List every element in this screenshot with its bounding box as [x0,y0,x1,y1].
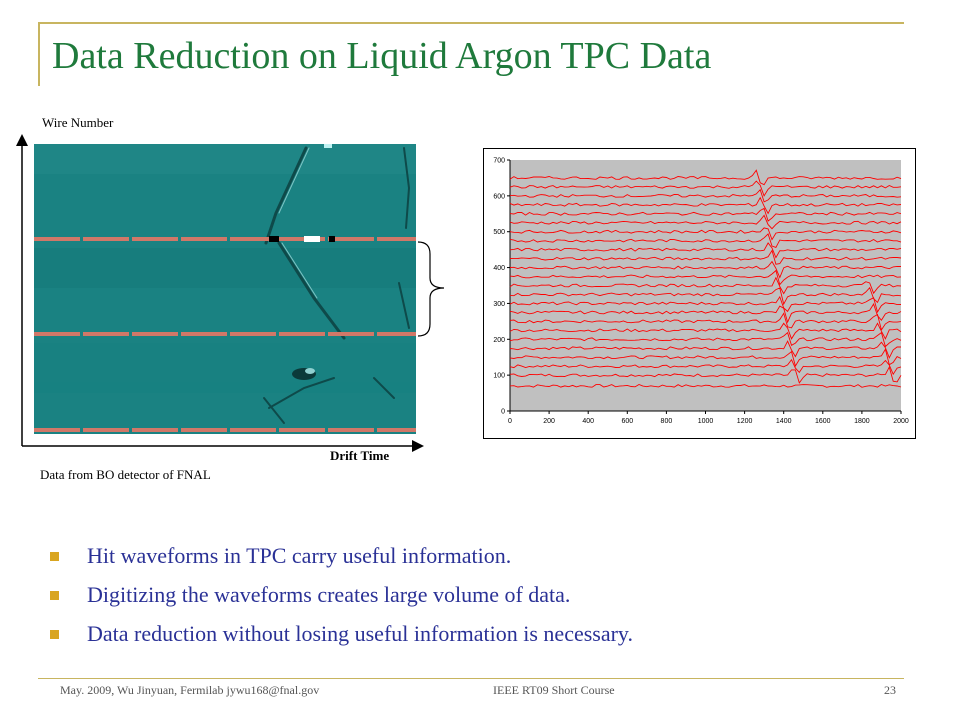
waveform-trace [509,242,902,259]
waveform-plot: 0 100 200 300 400 500 600 700 0 200 400 600 800 1000… [483,148,916,439]
bullet-text: Digitizing the waveforms creates large v… [87,582,571,607]
footer-page-number: 23 [884,683,896,697]
bullet-list: Hit waveforms in TPC carry useful inform… [50,543,633,660]
x-tick-label: 1200 [737,418,753,425]
x-tick-label: 1000 [698,418,714,425]
waveform-trace [509,214,902,230]
bullet-marker [50,630,59,639]
waveform-trace [509,322,902,340]
x-tick-label: 1400 [776,418,792,425]
x-tick-label: 800 [661,418,673,425]
bullet-item: Digitizing the waveforms creates large v… [50,582,633,621]
waveform-trace [509,358,902,376]
event-display-background [34,144,416,434]
waveform-y-ticks: 0 100 200 300 400 500 600 700 [493,158,510,416]
slide-frame-left-rule [38,22,40,86]
x-tick-label: 0 [508,418,512,425]
waveform-plot-area [510,160,901,411]
tpc-event-display [16,134,424,452]
footer-course: IEEE RT09 Short Course [493,683,615,697]
waveform-trace [509,188,902,203]
waveform-trace [509,383,902,388]
bullet-text: Data reduction without losing useful inf… [87,621,634,646]
x-tick-label: 1800 [854,418,870,425]
waveform-trace [509,207,902,222]
waveform-trace [509,340,901,359]
event-display-texture [34,144,416,393]
bullet-item: Data reduction without losing useful inf… [50,621,633,660]
waveform-trace [509,227,902,241]
x-tick-label: 600 [621,418,633,425]
y-tick-label: 100 [493,373,505,380]
waveform-trace [509,169,902,186]
bullet-item: Hit waveforms in TPC carry useful inform… [50,543,633,582]
waveform-trace [509,196,902,215]
waveform-trace [509,295,902,314]
footer-rule [38,678,904,679]
wire-number-axis-label: Wire Number [42,115,114,130]
particle-tracks [263,144,411,424]
y-tick-label: 400 [493,265,505,272]
waveform-trace [509,260,902,279]
footer-author: May. 2009, Wu Jinyuan, Fermilab jywu168@… [60,683,320,697]
y-tick-label: 600 [493,193,505,200]
x-tick-label: 400 [582,418,594,425]
waveform-trace [509,348,902,368]
y-tick-label: 700 [493,158,505,165]
x-tick-label: 2000 [893,418,909,425]
waveform-trace [509,233,902,248]
wire-plane-gaps [34,236,416,432]
y-tick-label: 0 [501,409,505,416]
drift-time-axis-label: Drift Time [330,448,390,463]
waveform-trace [509,312,902,331]
right-brace-connector [417,241,445,337]
x-tick-label: 1600 [815,418,831,425]
waveform-traces [509,169,902,388]
waveform-trace [509,180,902,197]
waveform-trace [509,249,902,265]
y-tick-label: 300 [493,301,505,308]
waveform-trace [509,276,902,295]
bullet-text: Hit waveforms in TPC carry useful inform… [87,543,512,568]
waveform-trace [509,331,902,348]
waveform-trace [509,286,902,306]
waveform-trace [509,303,902,324]
data-source-note: Data from BO detector of FNAL [40,467,211,482]
slide-frame-top-rule [38,22,904,24]
y-tick-label: 200 [493,337,505,344]
bullet-marker [50,591,59,600]
waveform-x-ticks: 0 200 400 600 800 1000 1200 1400 1600 1800 2000 [508,411,909,425]
y-tick-label: 500 [493,229,505,236]
waveform-trace [509,269,902,286]
slide-title: Data Reduction on Liquid Argon TPC Data [52,35,712,77]
x-tick-label: 200 [543,418,555,425]
bullet-marker [50,552,59,561]
waveform-trace [509,365,902,384]
